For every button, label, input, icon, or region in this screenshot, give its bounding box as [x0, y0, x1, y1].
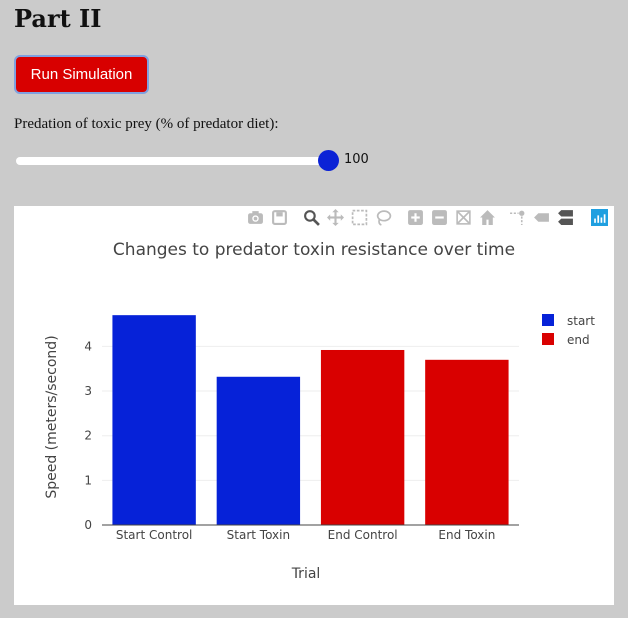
autoscale-icon[interactable]	[455, 209, 472, 226]
bar-start-toxin[interactable]	[216, 376, 301, 525]
plotly-logo-icon[interactable]	[591, 209, 608, 226]
hover-compare-icon[interactable]	[557, 209, 574, 226]
legend-swatch-end[interactable]	[542, 333, 554, 345]
y-tick-label: 0	[84, 518, 92, 532]
legend-swatch-start[interactable]	[542, 314, 554, 326]
slider-label: Predation of toxic prey (% of predator d…	[14, 116, 279, 132]
plot-modebar	[14, 206, 614, 230]
slider-value: 100	[344, 152, 369, 167]
predation-slider-thumb[interactable]	[317, 150, 339, 171]
bar-start-control[interactable]	[112, 315, 196, 525]
y-axis-title: Speed (meters/second)	[44, 335, 60, 498]
y-tick-label: 1	[84, 473, 92, 487]
legend-label-end[interactable]: end	[567, 333, 590, 347]
bar-end-control[interactable]	[320, 349, 405, 525]
hover-closest-icon[interactable]	[533, 209, 550, 226]
legend-label-start[interactable]: start	[567, 314, 595, 328]
x-tick-label: Start Control	[116, 528, 193, 542]
y-tick-label: 3	[84, 384, 92, 398]
x-tick-label: End Control	[328, 528, 398, 542]
save-icon[interactable]	[271, 209, 288, 226]
spike-lines-icon[interactable]	[509, 209, 526, 226]
bar-chart: Changes to predator toxin resistance ove…	[44, 240, 595, 582]
run-simulation-button[interactable]: Run Simulation	[14, 55, 149, 94]
zoom-icon[interactable]	[303, 209, 320, 226]
pan-icon[interactable]	[327, 209, 344, 226]
zoom-in-icon[interactable]	[407, 209, 424, 226]
plot-container: Changes to predator toxin resistance ove…	[14, 206, 614, 605]
predation-slider-track[interactable]	[16, 157, 328, 165]
x-tick-label: End Toxin	[438, 528, 495, 542]
box-select-icon[interactable]	[351, 209, 368, 226]
bar-end-toxin[interactable]	[425, 359, 509, 525]
chart-title: Changes to predator toxin resistance ove…	[113, 240, 515, 260]
y-tick-label: 2	[84, 429, 92, 443]
y-tick-label: 4	[84, 339, 92, 353]
camera-icon[interactable]	[247, 209, 264, 226]
reset-axes-icon[interactable]	[479, 209, 496, 226]
lasso-icon[interactable]	[375, 209, 392, 226]
legend: start end	[542, 314, 595, 347]
zoom-out-icon[interactable]	[431, 209, 448, 226]
page-heading: Part II	[14, 4, 102, 33]
x-tick-label: Start Toxin	[227, 528, 290, 542]
x-axis-title: Trial	[291, 566, 321, 582]
